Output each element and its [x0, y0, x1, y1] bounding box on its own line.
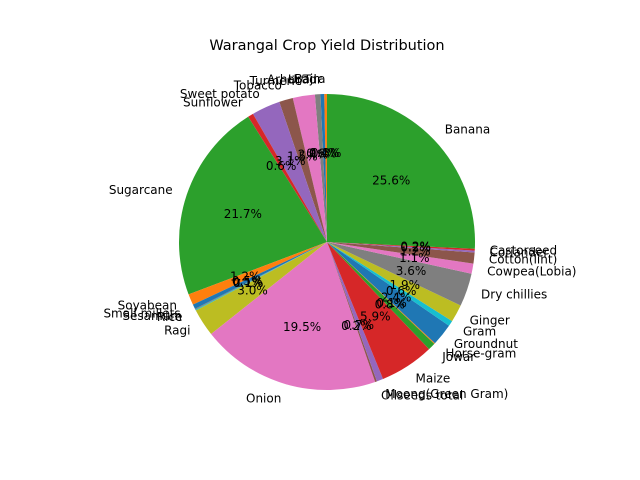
pie-slice [314, 94, 327, 243]
pie-slice [327, 242, 472, 306]
slice-percent-label: 0.2% [341, 319, 372, 333]
pie-slice [320, 94, 327, 243]
slice-percent-label: 0.8% [375, 298, 406, 312]
slice-category-label: Turmeric [249, 74, 302, 88]
slice-percent-label: 2.4% [381, 291, 412, 305]
slice-category-label: Urad [288, 73, 317, 87]
slice-category-label: Gram [463, 325, 496, 339]
slice-percent-label: 0.2% [400, 240, 431, 254]
slice-percent-label: 0.1% [376, 296, 407, 310]
slice-percent-label: 21.7% [224, 207, 262, 221]
slice-percent-label: 0.6% [266, 159, 297, 173]
slice-category-label: Groundnut [454, 337, 518, 351]
slice-percent-label: 0.3% [311, 146, 342, 160]
pie-slice [179, 116, 327, 295]
slice-percent-label: 1.1% [399, 251, 430, 265]
slice-percent-label: 0.2% [400, 241, 431, 255]
slice-category-label: Sweet potato [180, 87, 260, 101]
percent-labels-layer: 0.3%0.4%0.6%2.4%1.5%3.1%0.6%21.7%1.2%0.5… [224, 146, 431, 334]
pie-slice [324, 94, 327, 242]
pie-slice [327, 242, 430, 379]
slice-category-label: Sesamum [122, 309, 182, 323]
slice-category-label: Bajra [294, 72, 325, 86]
pie-slice [327, 242, 384, 382]
slice-category-label: Rice [157, 310, 183, 324]
pie-slice [327, 242, 474, 274]
slice-percent-label: 0.6% [386, 284, 417, 298]
slice-percent-label: 0.6% [306, 146, 337, 160]
pie-slice [248, 113, 327, 242]
slice-category-label: Onion [246, 391, 281, 405]
slice-category-label: Ginger [470, 314, 510, 328]
slice-category-label: Soyabean [118, 298, 177, 312]
pie-slice [195, 242, 327, 335]
slice-percent-label: 1.2% [400, 245, 431, 259]
slice-category-label: Oilseeds total [381, 389, 463, 403]
slice-percent-label: 1.2% [230, 270, 261, 284]
pie-slice [192, 242, 327, 309]
slice-percent-label: 3.6% [396, 264, 427, 278]
pie-slice [327, 242, 435, 350]
slice-percent-label: 1.9% [390, 278, 421, 292]
slice-percent-label: 0.1% [233, 275, 264, 289]
slices-layer [179, 94, 475, 390]
slice-percent-label: 25.6% [372, 174, 410, 188]
chart-title: Warangal Crop Yield Distribution [209, 38, 444, 54]
slice-category-label: Castorseed [490, 243, 558, 257]
pie-slice [327, 242, 377, 382]
slice-percent-label: 0.7% [344, 318, 375, 332]
slice-category-label: Small millets [103, 306, 180, 320]
slice-percent-label: 3.0% [237, 283, 268, 297]
pie-slice [211, 242, 376, 390]
slice-category-label: Sunflower [183, 96, 243, 110]
pie-slice [279, 98, 327, 242]
pie-slice [188, 242, 327, 305]
slice-percent-label: 0.5% [232, 274, 263, 288]
pie-slice [327, 94, 475, 249]
pie-slice [327, 242, 475, 251]
slice-category-label: Maize [415, 372, 450, 386]
slice-category-label: Dry chillies [481, 288, 547, 302]
slice-category-label: Arhar/Tur [267, 72, 322, 86]
slice-category-label: Banana [445, 123, 491, 137]
slice-percent-label: 2.4% [298, 147, 329, 161]
slice-category-label: Cotton(lint) [489, 253, 557, 267]
pie-slice [327, 242, 450, 344]
pie-slice [292, 94, 327, 242]
slice-category-label: Cowpea(Lobia) [487, 264, 576, 278]
slice-percent-label: 0.1% [233, 276, 264, 290]
pie-slice [327, 242, 453, 326]
pie-slice [327, 242, 461, 322]
slice-percent-label: 19.5% [283, 320, 321, 334]
slice-category-label: Tobacco [233, 79, 282, 93]
slice-percent-label: 3.1% [275, 154, 306, 168]
pie-slice [327, 242, 435, 344]
slice-category-label: Moong(Green Gram) [385, 387, 508, 401]
slice-category-label: Jowar [441, 350, 475, 364]
pie-slice [327, 242, 475, 253]
slice-category-label: Coriander [489, 246, 548, 260]
slice-percent-label: 5.9% [360, 310, 391, 324]
pie-slice [195, 242, 327, 311]
pie-slice [252, 101, 327, 242]
slice-category-label: Horse-gram [445, 347, 516, 361]
pie-slice [194, 242, 327, 310]
slice-category-label: Ragi [164, 324, 190, 338]
slice-percent-label: 0.4% [309, 146, 340, 160]
pie-slice [327, 242, 475, 264]
slice-category-label: Sugarcane [109, 183, 173, 197]
slice-percent-label: 1.5% [287, 150, 318, 164]
